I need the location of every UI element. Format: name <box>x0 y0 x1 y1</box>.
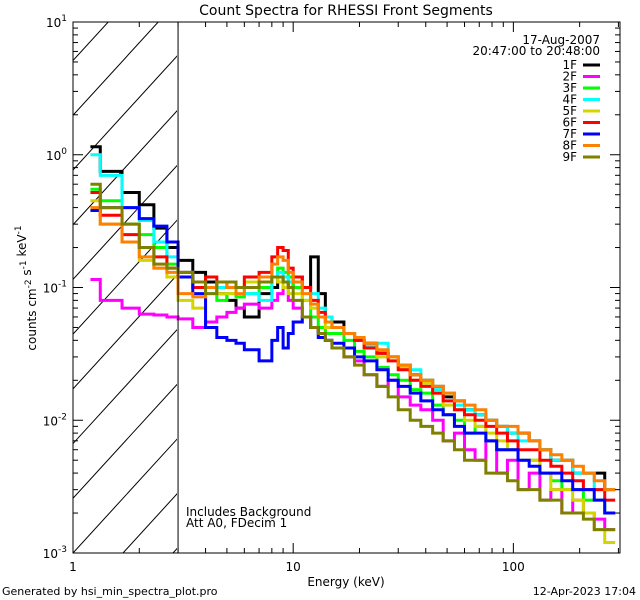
tick-labels: 1 10 100 10-3 10-2 10-1 100 101 <box>43 14 525 574</box>
legend-label-1F: 1F <box>562 58 577 72</box>
x-axis-label: Energy (keV) <box>307 575 384 589</box>
legend-label-5F: 5F <box>562 104 577 118</box>
x-tick-label: 1 <box>69 560 77 574</box>
hatch-line <box>273 2 640 553</box>
y-axis-label: counts cm-2 s-1 keV-1 <box>14 225 39 350</box>
legend-label-2F: 2F <box>562 70 577 84</box>
series-6F <box>90 190 616 502</box>
hatch-line <box>423 2 640 553</box>
series-5F <box>90 199 616 544</box>
hatch-line <box>623 2 640 553</box>
series-3F <box>90 187 616 515</box>
footer-timestamp: 12-Apr-2023 17:04 <box>533 585 636 598</box>
hatch-line <box>73 22 109 62</box>
series-2F <box>90 277 616 532</box>
legend-date: 17-Aug-2007 <box>522 33 600 47</box>
hatch-line <box>73 22 159 117</box>
hatch-line <box>73 438 177 553</box>
legend-label-7F: 7F <box>562 127 577 141</box>
y-tick-label: 101 <box>46 14 67 30</box>
hatch-line <box>323 2 640 553</box>
x-tick-label: 10 <box>286 560 301 574</box>
hatch-line <box>73 329 177 445</box>
annotation-background: Includes Background <box>186 505 311 519</box>
hatch-line <box>0 2 77 553</box>
hatched-region <box>0 2 640 553</box>
hatch-line <box>73 55 177 171</box>
y-tick-label: 10-3 <box>43 545 67 561</box>
annotation-attenuator: Att A0, FDecim 1 <box>186 516 287 530</box>
axes <box>72 21 621 554</box>
series-group <box>90 145 616 544</box>
y-tick-label: 100 <box>46 147 67 163</box>
chart-title: Count Spectra for RHESSI Front Segments <box>199 3 493 19</box>
legend-time-range: 20:47:00 to 20:48:00 <box>473 44 600 58</box>
y-tick-label: 10-1 <box>43 280 67 296</box>
x-tick-label: 100 <box>502 560 525 574</box>
footer-generated-by: Generated by hsi_min_spectra_plot.pro <box>2 585 218 598</box>
legend-label-9F: 9F <box>562 150 577 164</box>
legend-label-3F: 3F <box>562 81 577 95</box>
legend-label-8F: 8F <box>562 139 577 153</box>
hatch-line <box>73 383 177 500</box>
hatch-line <box>73 164 177 281</box>
legend-label-4F: 4F <box>562 93 577 107</box>
hatch-line <box>122 493 177 553</box>
legend-label-6F: 6F <box>562 116 577 130</box>
y-tick-label: 10-2 <box>43 412 67 428</box>
series-9F <box>90 182 616 532</box>
series-7F <box>90 206 616 515</box>
hatch-line <box>73 110 177 226</box>
hatch-line <box>73 219 177 335</box>
